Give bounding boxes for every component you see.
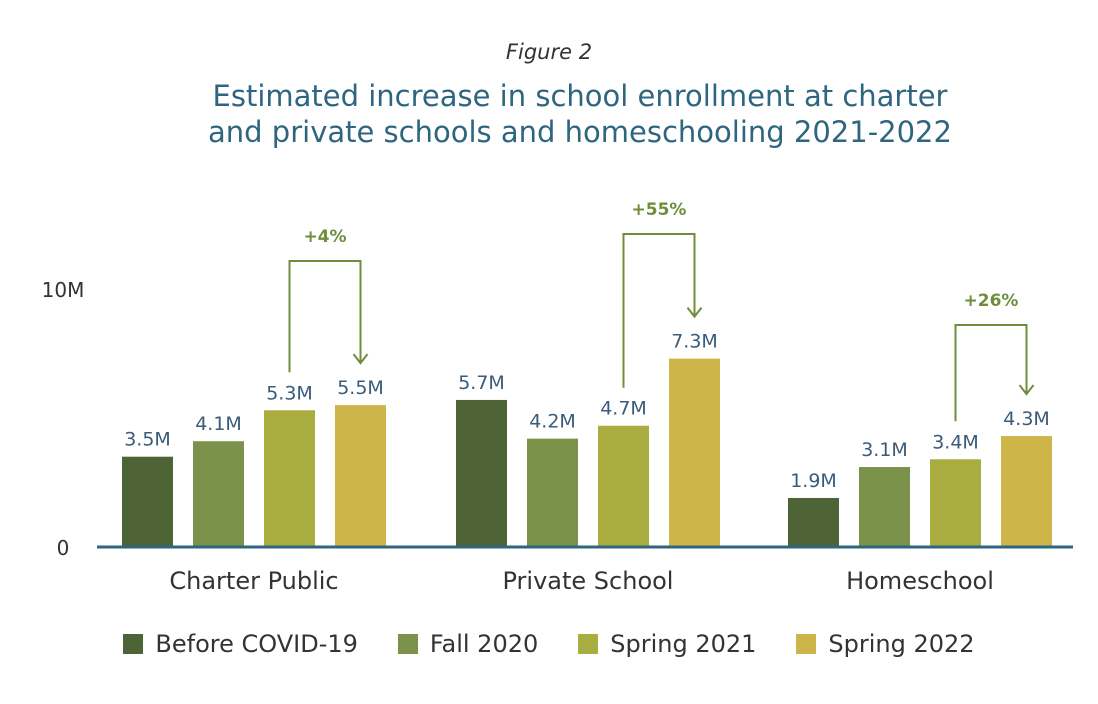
data-label: 4.1M <box>195 413 242 435</box>
annotation-arrowhead <box>1018 384 1035 396</box>
bar <box>335 405 386 547</box>
data-label: 5.3M <box>266 382 313 404</box>
bar <box>598 425 649 547</box>
category-label: Charter Public <box>169 567 338 595</box>
bar <box>788 497 839 547</box>
legend-swatch <box>578 634 599 654</box>
bar <box>122 456 173 547</box>
data-label: 4.3M <box>1003 408 1050 430</box>
category-label: Private School <box>503 567 674 595</box>
data-label: 3.4M <box>932 431 979 453</box>
annotation-label: +26% <box>964 291 1019 311</box>
bar <box>264 410 315 547</box>
legend-label: Fall 2020 <box>429 630 539 658</box>
bar <box>456 399 507 547</box>
bar <box>930 459 981 547</box>
legend-item-before-covid: Before COVID-19 <box>123 630 358 658</box>
bar <box>859 467 910 547</box>
data-label: 4.7M <box>600 398 647 420</box>
y-tick-label: 0 <box>57 536 70 560</box>
y-tick-label: 10M <box>42 278 85 302</box>
legend-item-spring-2021: Spring 2021 <box>578 630 756 658</box>
bar <box>527 438 578 547</box>
annotation-arrowhead <box>686 307 703 319</box>
data-label: 3.5M <box>124 429 171 451</box>
legend-item-spring-2022: Spring 2022 <box>796 630 975 658</box>
data-label: 1.9M <box>790 470 837 492</box>
legend-label: Spring 2022 <box>828 630 975 658</box>
data-label: 4.2M <box>529 411 576 433</box>
annotation-arrowhead <box>352 353 369 365</box>
legend-swatch <box>123 634 144 654</box>
bar <box>669 358 720 547</box>
annotation-label: +4% <box>303 227 346 247</box>
legend-item-fall-2020: Fall 2020 <box>397 630 539 658</box>
chart-title: Estimated increase in school enrollment … <box>0 78 1098 150</box>
annotation-bracket <box>622 233 696 388</box>
data-label: 5.7M <box>458 372 505 394</box>
figure-label: Figure 2 <box>505 40 593 64</box>
annotation-bracket <box>288 260 362 373</box>
annotation-bracket <box>954 324 1028 422</box>
legend-swatch <box>796 634 817 654</box>
category-label: Homeschool <box>846 567 994 595</box>
legend-swatch <box>397 634 418 654</box>
data-label: 7.3M <box>671 331 718 353</box>
bar <box>1001 436 1052 547</box>
chart-title-line-2: and private schools and homeschooling 20… <box>208 115 952 149</box>
legend: Before COVID-19 Fall 2020 Spring 2021 Sp… <box>0 630 1098 658</box>
data-label: 5.5M <box>337 377 384 399</box>
annotation-label: +55% <box>632 200 687 220</box>
data-label: 3.1M <box>861 439 908 461</box>
legend-label: Spring 2021 <box>610 630 757 658</box>
bar <box>193 441 244 547</box>
legend-label: Before COVID-19 <box>155 630 358 658</box>
chart-title-line-1: Estimated increase in school enrollment … <box>212 79 948 113</box>
